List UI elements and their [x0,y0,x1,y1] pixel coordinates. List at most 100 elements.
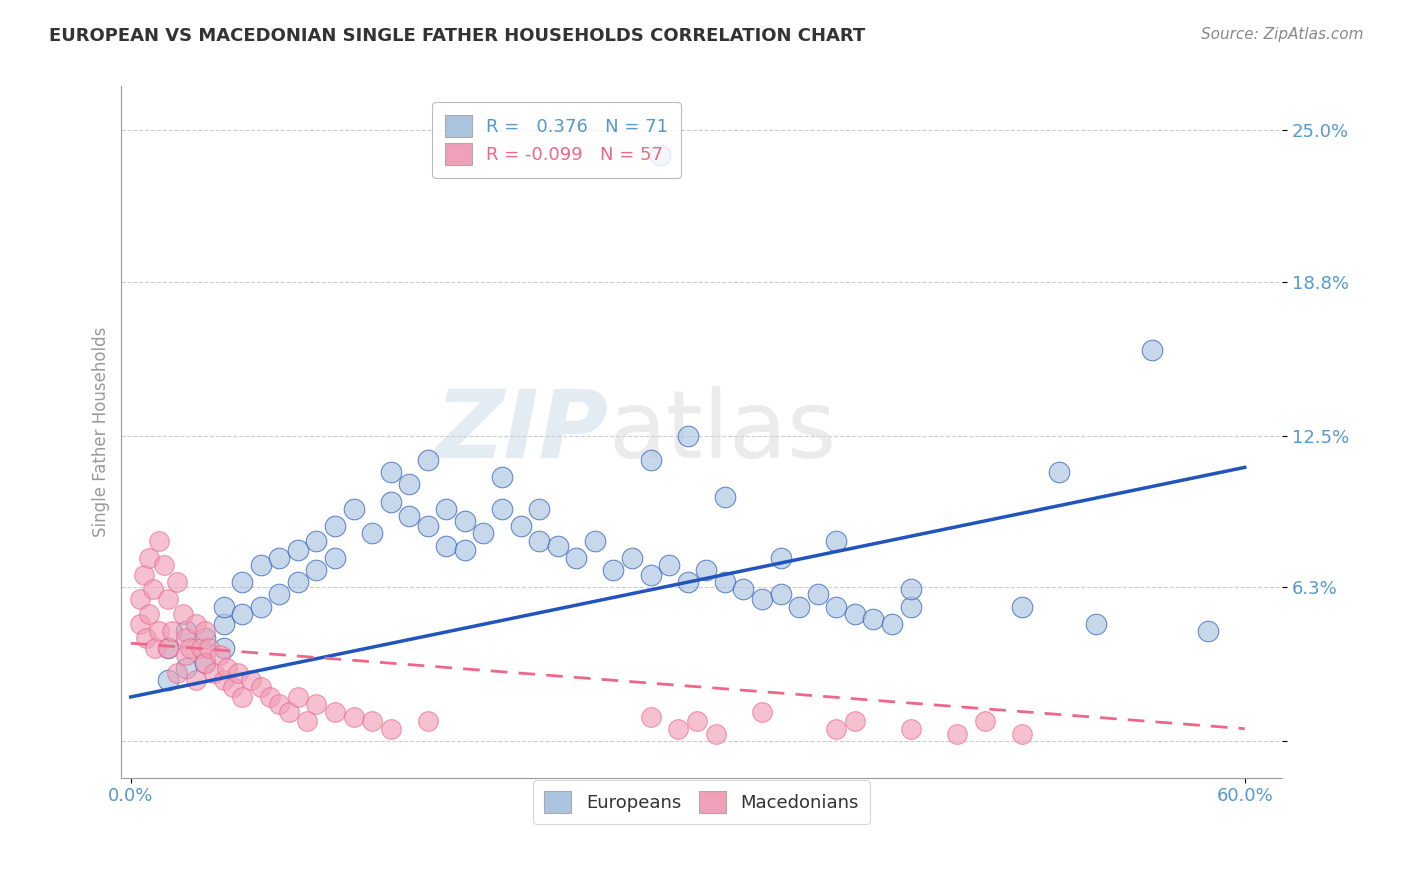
Point [547,539,569,553]
Point [844,607,866,621]
Point [565,550,588,565]
Point [323,519,346,533]
Point [844,714,866,729]
Point [202,665,225,680]
Point [640,567,662,582]
Point [714,575,737,590]
Point [132,567,155,582]
Point [217,660,239,674]
Point [751,592,773,607]
Point [228,665,250,680]
Point [807,587,830,601]
Point [208,648,231,663]
Point [194,632,217,646]
Point [259,690,281,704]
Point [212,673,235,687]
Point [825,722,848,736]
Point [156,641,179,656]
Point [138,607,160,621]
Point [1011,599,1033,614]
Point [733,582,755,597]
Point [583,533,606,548]
Point [138,550,160,565]
Point [527,502,550,516]
Point [156,592,179,607]
Point [509,519,531,533]
Text: ZIP: ZIP [436,386,609,478]
Point [602,563,624,577]
Point [148,624,170,638]
Point [676,575,699,590]
Point [249,599,271,614]
Point [153,558,176,572]
Point [197,641,219,656]
Point [212,599,235,614]
Point [380,494,402,508]
Point [295,714,318,729]
Point [194,656,217,670]
Point [176,624,198,638]
Point [269,587,291,601]
Point [212,616,235,631]
Legend: Europeans, Macedonians: Europeans, Macedonians [533,780,870,824]
Point [194,624,217,638]
Point [1011,726,1033,740]
Point [240,673,263,687]
Point [129,616,152,631]
Point [648,147,671,161]
Point [862,612,884,626]
Point [142,582,165,597]
Point [880,616,903,631]
Point [751,705,773,719]
Point [973,714,995,729]
Point [769,550,792,565]
Text: atlas: atlas [609,386,837,478]
Point [269,698,291,712]
Point [640,709,662,723]
Point [148,533,170,548]
Point [305,563,328,577]
Point [380,465,402,479]
Point [787,599,810,614]
Point [658,558,681,572]
Point [176,648,198,663]
Point [900,582,922,597]
Point [434,502,457,516]
Point [231,575,253,590]
Point [176,632,198,646]
Y-axis label: Single Father Households: Single Father Households [93,326,110,537]
Point [946,726,969,740]
Point [527,533,550,548]
Point [184,673,207,687]
Point [491,470,513,484]
Point [900,722,922,736]
Text: EUROPEAN VS MACEDONIAN SINGLE FATHER HOUSEHOLDS CORRELATION CHART: EUROPEAN VS MACEDONIAN SINGLE FATHER HOU… [49,27,866,45]
Point [714,490,737,504]
Point [398,477,420,491]
Point [361,526,384,541]
Point [704,726,727,740]
Point [416,519,439,533]
Point [416,453,439,467]
Point [166,665,188,680]
Point [491,502,513,516]
Point [176,660,198,674]
Point [1197,624,1219,638]
Point [323,550,346,565]
Point [640,453,662,467]
Point [621,550,644,565]
Point [305,533,328,548]
Point [900,599,922,614]
Point [686,714,709,729]
Point [129,592,152,607]
Point [212,641,235,656]
Text: Source: ZipAtlas.com: Source: ZipAtlas.com [1201,27,1364,42]
Point [249,558,271,572]
Point [361,714,384,729]
Point [323,705,346,719]
Point [249,680,271,694]
Point [287,690,309,704]
Point [1140,343,1163,358]
Point [380,722,402,736]
Point [156,641,179,656]
